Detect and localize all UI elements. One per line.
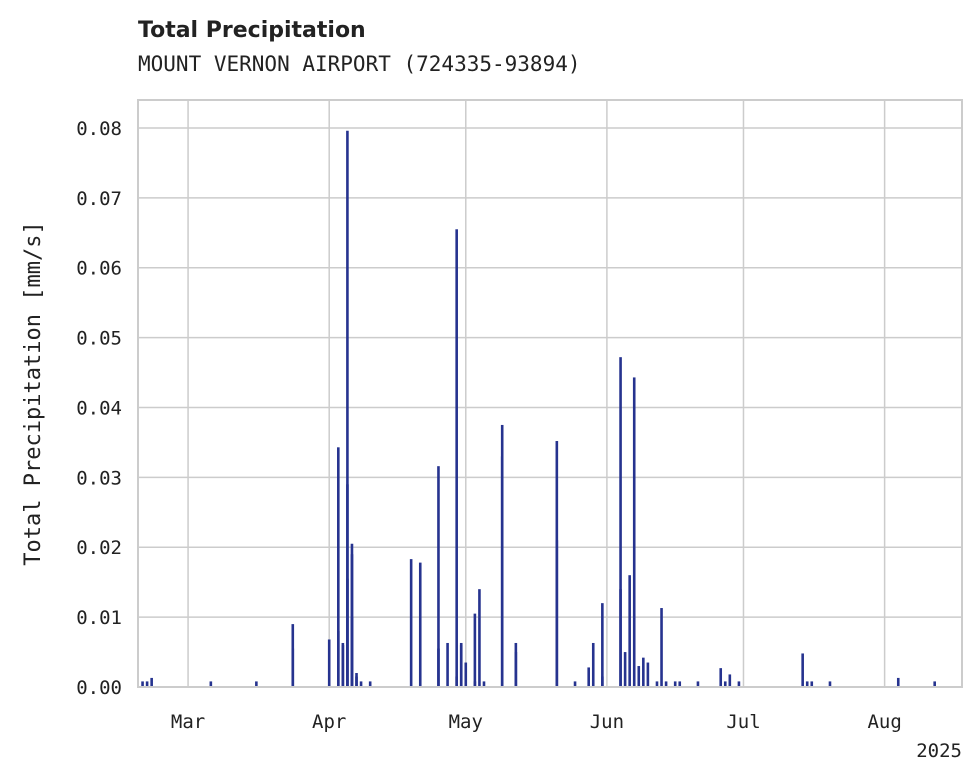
precip-bar xyxy=(346,130,349,687)
y-tick-label: 0.08 xyxy=(76,118,122,140)
precip-bar xyxy=(209,681,213,687)
precip-bar xyxy=(655,681,659,687)
y-tick-labels: 0.00 0.01 0.02 0.03 0.04 0.05 0.06 0.07 0.08 xyxy=(76,118,122,699)
precip-bar xyxy=(459,645,463,687)
precip-bar xyxy=(805,681,809,687)
precip-bar xyxy=(619,357,622,687)
x-tick-labels: Mar Apr May Jun Jul Aug xyxy=(171,711,902,733)
y-tick-label: 0.07 xyxy=(76,188,122,210)
precip-bar xyxy=(145,681,149,687)
x-tick-label: Apr xyxy=(312,711,346,733)
precip-bar xyxy=(723,681,727,687)
precip-bar xyxy=(478,589,481,687)
precip-bar xyxy=(350,617,354,687)
precip-bar xyxy=(719,668,723,687)
y-tick-label: 0.03 xyxy=(76,467,122,489)
precip-bar xyxy=(368,681,372,687)
precip-bar xyxy=(500,456,504,687)
y-tick-label: 0.04 xyxy=(76,397,122,419)
chart-subtitle: MOUNT VERNON AIRPORT (724335-93894) xyxy=(138,52,581,76)
precip-bar xyxy=(359,681,363,687)
precip-bar xyxy=(933,681,936,687)
precip-bar xyxy=(660,608,663,687)
precip-bar xyxy=(455,229,458,687)
precip-bar xyxy=(291,648,295,687)
y-tick-label: 0.01 xyxy=(76,607,122,629)
precip-bar xyxy=(623,652,627,687)
precip-bar xyxy=(337,631,340,687)
y-tick-label: 0.05 xyxy=(76,328,122,350)
precip-bar xyxy=(355,676,358,687)
precip-bar xyxy=(141,681,144,687)
x-tick-label: May xyxy=(449,711,483,733)
precip-bar xyxy=(673,681,677,687)
y-tick-label: 0.02 xyxy=(76,537,122,559)
precip-bar xyxy=(896,677,900,687)
precip-bar xyxy=(632,377,636,687)
precip-bar xyxy=(828,681,832,687)
y-tick-label: 0.00 xyxy=(76,677,122,699)
precip-bar xyxy=(337,447,340,687)
precip-bar xyxy=(514,642,518,687)
precip-bar xyxy=(555,540,559,687)
y-axis-label: Total Precipitation [mm/s] xyxy=(21,221,46,565)
x-tick-label: Jul xyxy=(726,711,760,733)
plot-frame xyxy=(137,99,963,688)
precip-bar xyxy=(464,662,468,687)
precip-bar xyxy=(801,653,804,687)
precip-bar xyxy=(573,681,577,687)
precip-bar xyxy=(646,662,650,687)
grid-lines xyxy=(138,100,962,688)
precip-bar xyxy=(587,667,590,687)
precip-bar xyxy=(628,575,631,687)
x-tick-label: Mar xyxy=(171,711,205,733)
precip-bar xyxy=(327,639,331,687)
x-tick-label: Jun xyxy=(590,711,624,733)
x-tick-label: Aug xyxy=(867,711,901,733)
y-tick-label: 0.06 xyxy=(76,258,122,280)
chart-title: Total Precipitation xyxy=(138,18,366,43)
precip-bar xyxy=(409,559,413,687)
precip-bar xyxy=(437,466,440,687)
x-year-label: 2025 xyxy=(916,740,962,762)
precip-bar xyxy=(591,642,595,687)
precip-bar xyxy=(696,681,700,687)
bar-series xyxy=(141,130,936,687)
precip-bar xyxy=(473,613,477,687)
precip-bar xyxy=(737,681,741,687)
precip-bar xyxy=(418,562,422,687)
precip-bar xyxy=(678,681,682,687)
precip-bar xyxy=(255,681,258,687)
precip-bar xyxy=(728,674,732,687)
precip-bar xyxy=(619,589,622,687)
precip-bar xyxy=(601,603,604,687)
precip-bar xyxy=(642,657,645,687)
precip-bar xyxy=(664,681,668,687)
precip-bar xyxy=(446,642,449,687)
precip-bar xyxy=(482,681,486,687)
precip-bar xyxy=(341,642,345,687)
precip-bar xyxy=(810,681,814,687)
precip-bar xyxy=(637,666,641,687)
precip-bar xyxy=(150,677,153,687)
